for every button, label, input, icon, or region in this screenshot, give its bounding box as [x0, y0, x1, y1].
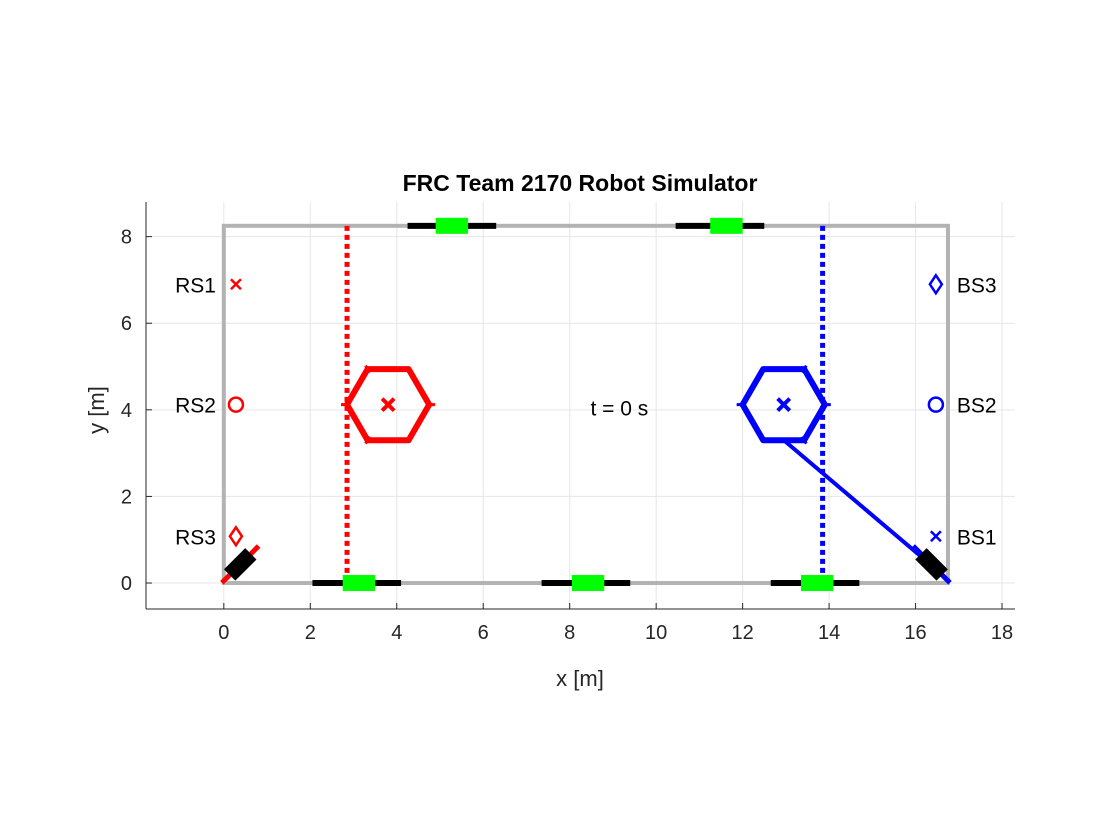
- bs1-marker: [929, 530, 942, 543]
- bottom-rail-pad: [342, 575, 376, 592]
- chart-title: FRC Team 2170 Robot Simulator: [403, 170, 758, 196]
- blue-robot-center: [776, 397, 792, 413]
- red-robot-tick: [364, 435, 371, 445]
- x-tick-label: 6: [478, 622, 489, 644]
- rs3-label: RS3: [175, 526, 216, 549]
- y-tick-label: 2: [121, 486, 132, 508]
- rs3-marker: [228, 525, 244, 548]
- charger-body: [223, 548, 257, 581]
- blue-robot-tick: [800, 435, 808, 445]
- rs2-label: RS2: [175, 395, 216, 418]
- charger-body: [915, 548, 948, 581]
- bs3-label: BS3: [957, 274, 997, 297]
- chart-marks: RS1 RS2 RS3 BS1 BS2 BS3: [175, 273, 997, 585]
- red-robot-center: [380, 397, 396, 413]
- bs3-marker: [928, 273, 944, 296]
- bs2-label: BS2: [957, 395, 997, 418]
- bottom-rail-pad: [571, 575, 605, 592]
- top-rail-pad: [435, 217, 469, 234]
- top-rail-pad: [710, 217, 743, 234]
- x-axis-label: x [m]: [556, 666, 604, 691]
- x-tick-label: 14: [818, 622, 840, 644]
- x-tick-label: 8: [564, 622, 575, 644]
- y-tick-label: 6: [121, 313, 132, 335]
- x-tick-label: 16: [904, 622, 926, 644]
- y-tick-label: 8: [121, 227, 132, 249]
- time-annotation: t = 0 s: [591, 398, 649, 421]
- rs2-marker: [227, 396, 245, 413]
- blue-corner-charger: [911, 544, 952, 585]
- rs1-marker: [230, 278, 242, 291]
- x-tick-label: 4: [391, 622, 402, 644]
- blue-robot-path: [782, 438, 926, 561]
- bs1-label: BS1: [957, 526, 997, 549]
- rs1-label: RS1: [175, 274, 216, 297]
- x-tick-label: 18: [991, 622, 1013, 644]
- labels: FRC Team 2170 Robot Simulator x [m] y [m…: [84, 170, 757, 691]
- y-axis-label: y [m]: [84, 386, 109, 434]
- blue-robot-tick: [800, 364, 808, 374]
- x-tick-label: 12: [732, 622, 754, 644]
- x-tick-label: 10: [645, 622, 667, 644]
- y-tick-label: 4: [121, 400, 132, 422]
- bottom-rail-pad: [800, 575, 834, 592]
- axes: 0 2 4 6 8 10 12 14 16 18 0 2 4 6 8: [121, 202, 1015, 644]
- red-corner-charger: [220, 544, 261, 585]
- y-tick-label: 0: [121, 573, 132, 595]
- x-tick-label: 2: [305, 622, 316, 644]
- red-robot-tick: [364, 364, 371, 374]
- bs2-marker: [927, 396, 945, 413]
- x-tick-label: 0: [218, 622, 229, 644]
- field: [221, 217, 950, 592]
